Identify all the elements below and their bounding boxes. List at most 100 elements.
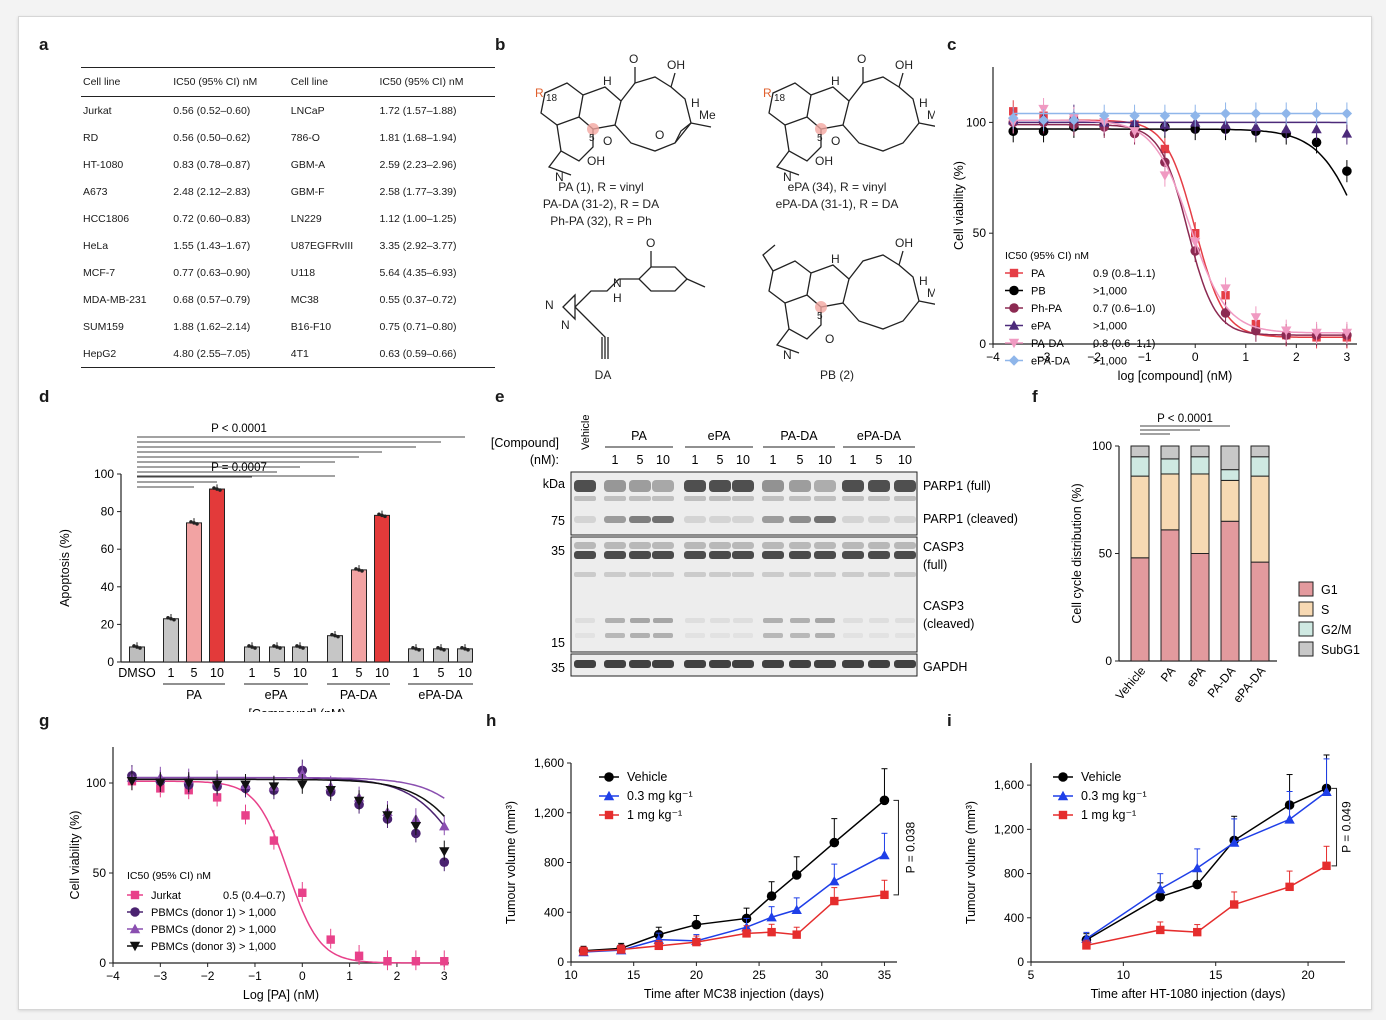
- x-axis-label: log [compound] (nM): [1118, 369, 1233, 383]
- atom-label: N: [555, 170, 564, 184]
- legend-marker: [129, 923, 141, 934]
- x-tick-label: 30: [815, 968, 829, 982]
- series-1 mg kg⁻¹: [579, 879, 889, 956]
- x-tick-label: 3: [1344, 350, 1351, 364]
- dose-label: 5: [876, 453, 883, 467]
- legend-label: Ph-PA: [1031, 303, 1063, 315]
- x-tick-label: −3: [1037, 350, 1051, 364]
- dose-label: 10: [818, 453, 832, 467]
- legend-ic50: >1,000: [1093, 356, 1127, 368]
- structure-caption: ePA (34), R = vinyl: [788, 180, 887, 194]
- band-casp3-cleaved: [575, 618, 595, 623]
- stacked-segment: [1190, 445, 1210, 458]
- x-tick-label: 20: [1301, 968, 1315, 982]
- band-gapdh: [684, 660, 706, 668]
- significance-bracket: [1331, 787, 1338, 867]
- table-row: RD 0.56 (0.50–0.62) 786-O 1.81 (1.68–1.94): [81, 124, 495, 151]
- x-tick-label: 15: [1209, 968, 1223, 982]
- x-tick-label: 5: [1028, 968, 1035, 982]
- band-casp3-cleaved: [895, 633, 915, 638]
- data-point: [410, 822, 422, 832]
- series-PBMCs (donor 1): [127, 759, 450, 872]
- y-axis-label: Cell viability (%): [68, 811, 82, 900]
- vehicle-label: Vehicle: [580, 415, 592, 450]
- mw-marker: 35: [551, 544, 565, 558]
- data-point: [183, 778, 194, 789]
- band-casp3-cleaved: [869, 633, 889, 638]
- cell-line-name: HeLa: [83, 239, 109, 252]
- band-casp3-faint: [574, 572, 596, 577]
- replicate-dot: [377, 512, 381, 517]
- bar: [269, 646, 285, 663]
- replicate-dot: [272, 644, 276, 648]
- x-tick-label: 10: [564, 968, 578, 982]
- ic50-value: 1.72 (1.57–1.88): [379, 104, 457, 117]
- legend-marker: [603, 790, 615, 801]
- replicate-dot: [298, 645, 302, 649]
- y-tick-label: 400: [544, 905, 564, 919]
- y-tick-label: 60: [101, 542, 115, 556]
- data-point: [880, 890, 889, 900]
- data-point: [766, 912, 777, 922]
- legend-marker: [604, 772, 614, 782]
- band-casp3-full: [604, 551, 626, 559]
- atom-label: N: [783, 348, 792, 362]
- table-row: MDA-MB-231 0.68 (0.57–0.79) MC38 0.55 (0.37…: [81, 286, 495, 313]
- data-point: [1341, 108, 1353, 119]
- legend-swatch: [1298, 621, 1314, 637]
- cell-line-name: HT-1080: [83, 158, 124, 171]
- chart-f-cell-cycle: 0 50 100 Cell cycle distribution (%) Vehicle…: [1070, 413, 1360, 705]
- x-tick-label: 10: [1117, 968, 1131, 982]
- data-point: [1322, 861, 1331, 871]
- x-tick-label: 0: [1192, 350, 1199, 364]
- x-tick-label: −2: [201, 969, 215, 983]
- atom-label: O: [831, 134, 840, 148]
- stacked-segment: [1250, 445, 1270, 458]
- ic50-value: 1.88 (1.62–2.14): [173, 320, 251, 333]
- band-label: (cleaved): [923, 617, 974, 631]
- band-parp1-full: [762, 480, 784, 492]
- significance-label: P = 0.0007: [211, 462, 267, 474]
- band-casp3-cleaved: [710, 618, 730, 623]
- chemical-structures: R 18 H O OH H Me 5 O O OH N PA (1), R = …: [535, 52, 935, 382]
- data-point: [829, 837, 840, 848]
- cell-line-name: MCF-7: [83, 266, 116, 279]
- data-point: [1155, 891, 1166, 902]
- legend-swatch: [1298, 641, 1314, 657]
- band-casp3-cleaved: [790, 618, 810, 623]
- data-point: [1129, 127, 1140, 137]
- y-tick-label: 0: [557, 955, 564, 969]
- cell-line-name: Jurkat: [83, 104, 112, 117]
- atom-label: N: [545, 298, 554, 312]
- legend-label: Jurkat: [151, 890, 181, 902]
- band-parp1-cleaved: [789, 516, 811, 523]
- cell-line-name: A673: [83, 185, 108, 198]
- series-line: [583, 894, 885, 953]
- data-point: [829, 875, 840, 886]
- band-casp3-cleaved: [843, 633, 863, 638]
- series-0.3 mg kg⁻¹: [1081, 758, 1332, 943]
- data-point: [1220, 308, 1231, 318]
- kda-label: kDa: [543, 477, 565, 491]
- band-casp3-cleaved: [685, 618, 705, 623]
- band-parp1-full: [894, 480, 916, 492]
- data-point: [1160, 144, 1170, 154]
- series-0.3 mg kg⁻¹: [578, 832, 890, 957]
- atom-label: 5: [817, 311, 823, 322]
- chart-h-mc38-tumour: 10 15 20 25 30 35 0 400 800 1,200 1,600 Time after …: [504, 756, 917, 1001]
- replicate-dot: [466, 648, 470, 652]
- band-casp3-cleaved: [605, 633, 625, 638]
- band-casp3-cleaved: [685, 633, 705, 638]
- legend-label: PB: [1031, 286, 1046, 298]
- band-casp3-upper: [814, 542, 836, 549]
- atom-label: R: [535, 86, 544, 100]
- band-parp1-cleaved: [868, 516, 890, 523]
- fit-curve: [131, 778, 445, 817]
- y-tick-label: 100: [966, 115, 986, 129]
- table-row: HCC1806 0.72 (0.60–0.83) LN229 1.12 (1.00–1…: [81, 205, 495, 232]
- legend-marker: [604, 810, 614, 820]
- significance-bracket: [893, 799, 899, 896]
- band-label: GAPDH: [923, 660, 967, 674]
- replicate-dot: [411, 646, 415, 650]
- replicate-dot: [135, 645, 139, 649]
